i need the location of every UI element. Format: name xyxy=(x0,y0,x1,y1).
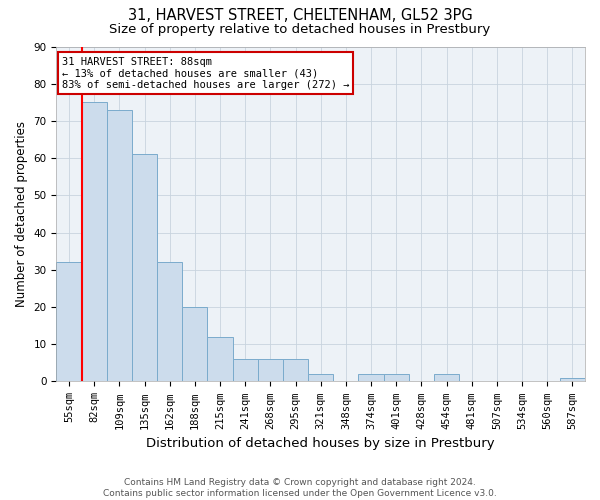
Text: 31 HARVEST STREET: 88sqm
← 13% of detached houses are smaller (43)
83% of semi-d: 31 HARVEST STREET: 88sqm ← 13% of detach… xyxy=(62,56,349,90)
Bar xyxy=(283,359,308,382)
Bar xyxy=(560,378,585,382)
Bar xyxy=(308,374,333,382)
Bar xyxy=(383,374,409,382)
Bar xyxy=(434,374,459,382)
Bar xyxy=(107,110,132,382)
Bar xyxy=(82,102,107,382)
Text: Contains HM Land Registry data © Crown copyright and database right 2024.
Contai: Contains HM Land Registry data © Crown c… xyxy=(103,478,497,498)
Bar xyxy=(182,307,208,382)
Bar xyxy=(157,262,182,382)
Bar xyxy=(258,359,283,382)
Bar xyxy=(358,374,383,382)
Y-axis label: Number of detached properties: Number of detached properties xyxy=(15,121,28,307)
Text: 31, HARVEST STREET, CHELTENHAM, GL52 3PG: 31, HARVEST STREET, CHELTENHAM, GL52 3PG xyxy=(128,8,472,22)
Bar xyxy=(132,154,157,382)
Text: Size of property relative to detached houses in Prestbury: Size of property relative to detached ho… xyxy=(109,22,491,36)
Bar xyxy=(233,359,258,382)
Bar xyxy=(208,337,233,382)
Bar xyxy=(56,262,82,382)
X-axis label: Distribution of detached houses by size in Prestbury: Distribution of detached houses by size … xyxy=(146,437,495,450)
